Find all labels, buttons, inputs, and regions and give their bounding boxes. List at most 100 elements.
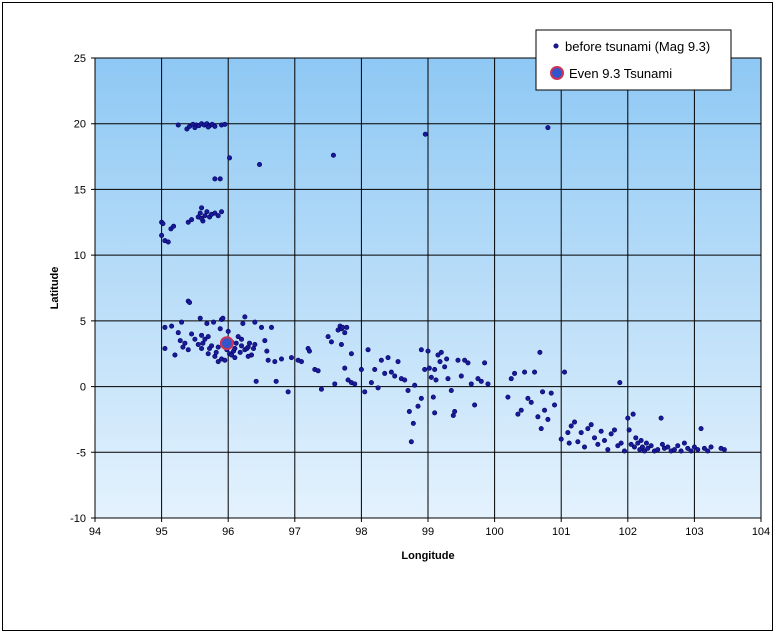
data-point: [538, 426, 544, 432]
data-point: [344, 324, 350, 330]
tsunami-event-point: [219, 336, 234, 351]
x-tick-label: 103: [685, 526, 703, 538]
data-point: [392, 373, 398, 379]
data-point: [445, 376, 451, 382]
data-point: [202, 213, 208, 219]
data-point: [452, 409, 458, 415]
data-point: [245, 353, 251, 359]
data-point: [617, 380, 623, 386]
data-point: [575, 439, 581, 445]
data-point: [242, 314, 248, 320]
data-point: [515, 411, 521, 417]
data-point: [721, 447, 727, 453]
y-tick-label: 20: [74, 119, 86, 131]
legend-marker-before-tsunami: [553, 43, 559, 49]
data-point: [688, 448, 694, 454]
data-point: [362, 389, 368, 395]
data-point: [192, 336, 198, 342]
data-point: [591, 435, 597, 441]
data-point: [197, 210, 203, 216]
data-point: [631, 444, 637, 450]
data-point: [658, 415, 664, 421]
data-point: [558, 436, 564, 442]
data-point: [562, 369, 568, 375]
data-point: [532, 369, 538, 375]
data-point: [540, 389, 546, 395]
data-point: [338, 342, 344, 348]
data-point: [199, 332, 205, 338]
data-point: [306, 348, 312, 354]
data-point: [468, 381, 474, 387]
data-point: [192, 125, 198, 131]
data-point: [358, 366, 364, 372]
data-point: [437, 359, 443, 365]
data-point: [626, 427, 632, 433]
legend-label-before-tsunami: before tsunami (Mag 9.3): [565, 39, 710, 54]
data-point: [582, 444, 588, 450]
data-point: [568, 423, 574, 429]
x-tick-label: 98: [355, 526, 367, 538]
data-point: [342, 365, 348, 371]
data-point: [187, 299, 193, 305]
data-point: [382, 370, 388, 376]
data-point: [518, 407, 524, 413]
data-point: [219, 209, 225, 215]
data-point: [548, 390, 554, 396]
data-point: [410, 420, 416, 426]
data-point: [535, 414, 541, 420]
data-point: [200, 340, 206, 346]
data-point: [395, 359, 401, 365]
data-point: [545, 416, 551, 422]
data-point: [247, 340, 253, 346]
data-point: [205, 124, 211, 130]
data-point: [412, 382, 418, 388]
data-point: [621, 448, 627, 454]
data-point: [205, 351, 211, 357]
data-point: [160, 221, 166, 227]
points-layer: [159, 121, 727, 454]
data-point: [185, 347, 191, 353]
data-point: [681, 440, 687, 446]
data-point: [595, 441, 601, 447]
data-point: [678, 448, 684, 454]
data-point: [212, 176, 218, 182]
data-point: [475, 376, 481, 382]
data-point: [615, 443, 621, 449]
data-point: [199, 215, 205, 221]
data-point: [512, 370, 518, 376]
data-point: [415, 403, 421, 409]
data-point: [212, 123, 218, 129]
data-point: [162, 324, 168, 330]
data-point: [528, 399, 534, 405]
data-point: [258, 324, 264, 330]
x-tick-label: 95: [155, 526, 167, 538]
data-point: [665, 444, 671, 450]
data-point: [172, 352, 178, 358]
data-point: [257, 161, 263, 167]
data-point: [418, 395, 424, 401]
data-point: [232, 345, 238, 351]
data-point: [169, 323, 175, 329]
data-point: [330, 152, 336, 158]
y-tick-label: 25: [74, 53, 86, 65]
data-point: [598, 428, 604, 434]
x-tick-label: 94: [89, 526, 101, 538]
data-point: [225, 328, 231, 334]
data-point: [215, 213, 221, 219]
data-point: [180, 344, 186, 350]
data-point: [177, 338, 183, 344]
data-point: [685, 445, 691, 451]
data-point: [691, 444, 697, 450]
data-point: [422, 366, 428, 372]
data-point: [552, 402, 558, 408]
data-point: [209, 343, 215, 349]
data-point: [645, 445, 651, 451]
data-point: [162, 345, 168, 351]
data-point: [204, 209, 210, 215]
y-tick-labels: -10 -5 0 5 10 15 20 25: [70, 53, 86, 525]
data-point: [430, 394, 436, 400]
data-point: [235, 334, 241, 340]
y-tick-label: -5: [76, 447, 86, 459]
data-point: [418, 347, 424, 353]
